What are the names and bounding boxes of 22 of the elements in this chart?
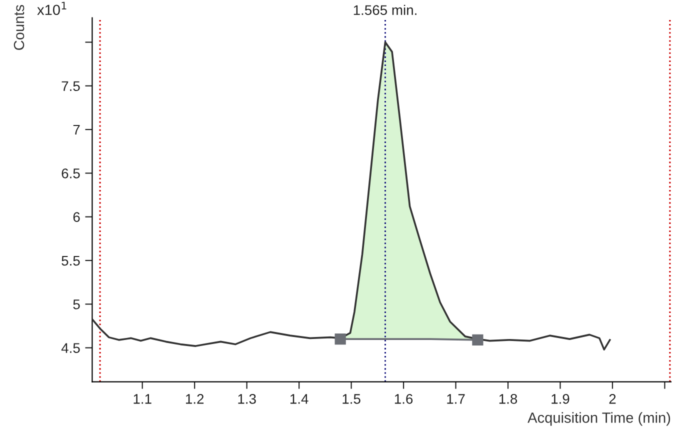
- x-axis-title: Acquisition Time (min): [528, 412, 670, 426]
- y-tick-label: 6.5: [62, 168, 80, 178]
- y-tick-label: 4.5: [61, 343, 80, 353]
- y-tick-label: 7: [73, 124, 80, 135]
- x-tick-label: 1.8: [499, 394, 518, 404]
- text: x10$^{1}$: [37, 2, 66, 16]
- x-tick-label: 2: [609, 394, 616, 404]
- y-tick-label: 5.5: [62, 256, 80, 266]
- y-tick-label: 5: [73, 300, 80, 310]
- y-tick-label: 6: [73, 212, 80, 222]
- x-tick-label: 1.9: [552, 394, 570, 404]
- ref-line-label: 1.565 min.: [354, 4, 416, 16]
- x-tick-label: 1.1: [134, 394, 152, 404]
- x-tick-label: 1.7: [447, 394, 465, 404]
- x-tick-label: 1.2: [186, 394, 204, 404]
- y-axis-title: Counts: [14, 4, 24, 50]
- x-tick-label: 1.5: [342, 394, 360, 404]
- x-tick-label: 1.3: [238, 394, 256, 404]
- x-tick-label: 1.6: [394, 394, 413, 404]
- y-tick-label: 7.5: [62, 81, 80, 92]
- line-series: [92, 41, 611, 350]
- x-tick-label: 1.4: [290, 394, 308, 404]
